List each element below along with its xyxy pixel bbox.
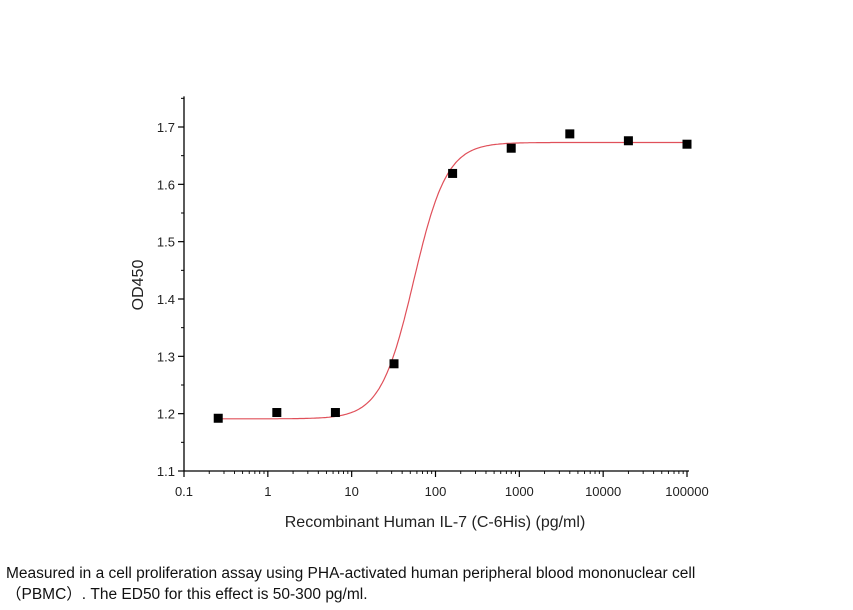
data-point: [506, 143, 516, 153]
data-point: [565, 129, 575, 139]
x-tick-label: 0.1: [175, 484, 193, 499]
x-tick-label: 10: [344, 484, 358, 499]
axes: 1.1 1.2 1.3 1.4 1.5 1.6 1.7 0.1 1 10 100 1000 10000 1…: [157, 96, 709, 499]
x-axis-label: Recombinant Human IL-7 (C-6His) (pg/ml): [285, 514, 586, 531]
caption-line-2: （PBMC）. The ED50 for this effect is 50-3…: [6, 586, 368, 603]
x-tick-label: 1: [264, 484, 271, 499]
caption-line-1: Measured in a cell proliferation assay u…: [6, 565, 696, 582]
x-tick-label: 1000: [505, 484, 534, 499]
fit-curve: [218, 141, 687, 420]
x-tick-label: 100: [425, 484, 447, 499]
dose-response-chart: 1.1 1.2 1.3 1.4 1.5 1.6 1.7 0.1 1 10 100 1000 10000 1…: [130, 96, 709, 531]
data-point: [213, 413, 223, 423]
y-tick-label: 1.4: [157, 292, 175, 307]
data-point: [448, 168, 458, 178]
y-tick-label: 1.5: [157, 235, 175, 250]
x-tick-label: 100000: [665, 484, 708, 499]
y-tick-label: 1.2: [157, 407, 175, 422]
data-point: [330, 408, 340, 418]
data-point: [389, 359, 399, 369]
fit-curve-layer: [218, 141, 687, 420]
x-tick-label: 10000: [585, 484, 621, 499]
y-tick-label: 1.7: [157, 120, 175, 135]
y-tick-label: 1.1: [157, 464, 175, 479]
data-point: [272, 408, 282, 418]
y-axis-label: OD450: [130, 260, 147, 311]
data-point: [682, 139, 692, 149]
y-tick-label: 1.6: [157, 177, 175, 192]
data-points-layer: [213, 129, 692, 423]
figure-caption: Measured in a cell proliferation assay u…: [6, 563, 851, 605]
data-point: [623, 136, 633, 146]
y-tick-label: 1.3: [157, 349, 175, 364]
